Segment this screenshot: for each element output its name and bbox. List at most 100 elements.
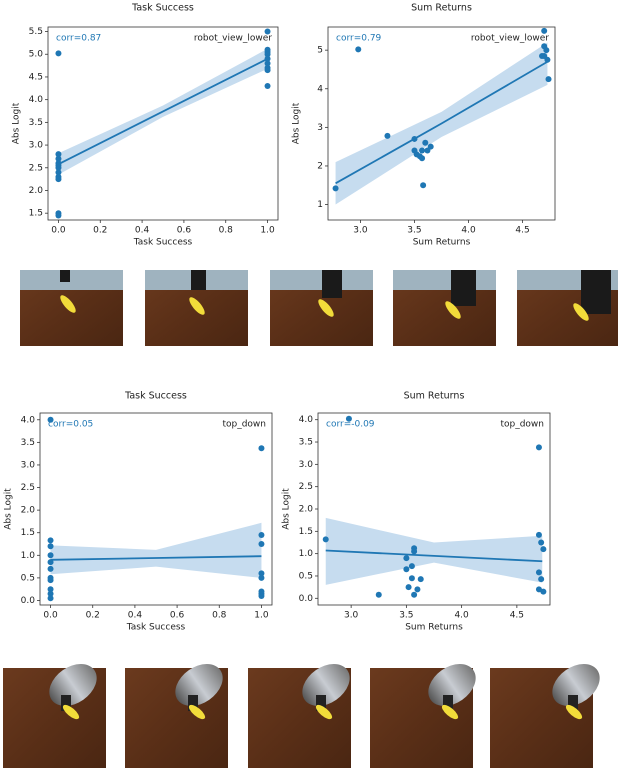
y-tick-label: 2 [317, 161, 323, 171]
background [20, 270, 123, 290]
y-tick-label: 4 [317, 84, 323, 94]
frame-image [3, 655, 106, 768]
y-tick-label: 2.0 [21, 506, 36, 516]
data-point [544, 57, 550, 63]
frame-image [370, 655, 484, 768]
x-tick-label: 0.8 [219, 226, 234, 236]
data-point [540, 589, 546, 595]
y-tick-label: 0.5 [299, 571, 313, 581]
x-axis-label: Sum Returns [413, 238, 471, 248]
data-point [48, 595, 54, 601]
data-point [538, 576, 544, 582]
data-point [409, 563, 415, 569]
data-point [419, 148, 425, 154]
data-point [403, 555, 409, 561]
y-tick-label: 4.0 [29, 95, 44, 105]
view-label: top_down [222, 420, 266, 430]
data-point [333, 185, 339, 191]
confidence-band [51, 523, 262, 578]
view-label: robot_view_lower [194, 34, 272, 44]
y-axis-label: Abs Logit [4, 488, 14, 530]
x-tick-label: 3.0 [344, 611, 359, 621]
y-tick-label: 4.5 [29, 72, 43, 82]
y-tick-label: 0.0 [21, 596, 36, 606]
y-tick-label: 2.0 [299, 505, 314, 515]
y-tick-label: 3 [317, 123, 323, 133]
data-point [406, 584, 412, 590]
frame-image [270, 270, 373, 346]
corr-annotation: corr=0.87 [56, 34, 101, 44]
x-tick-label: 3.5 [399, 611, 413, 621]
data-point [411, 136, 417, 142]
y-tick-label: 4.0 [299, 415, 314, 425]
y-axis-label: Abs Logit [282, 488, 292, 530]
data-point [428, 144, 434, 150]
axes-frame [40, 413, 272, 605]
x-tick-label: 0.0 [51, 226, 66, 236]
data-point [48, 566, 54, 572]
x-tick-label: 0.8 [212, 611, 227, 621]
frame-image [125, 655, 231, 768]
x-tick-label: 4.0 [461, 226, 476, 236]
data-point [258, 445, 264, 451]
data-point [258, 541, 264, 547]
data-point [419, 155, 425, 161]
x-tick-label: 0.4 [135, 226, 150, 236]
x-axis-label: Task Success [133, 238, 193, 248]
data-point [265, 67, 271, 73]
x-tick-label: 4.5 [515, 226, 529, 236]
data-point [258, 575, 264, 581]
data-point [536, 569, 542, 575]
x-axis-label: Sum Returns [405, 623, 463, 633]
x-tick-label: 0.6 [170, 611, 185, 621]
chart-title: Task Success [131, 3, 194, 14]
regression-line [336, 62, 548, 184]
x-tick-label: 0.0 [43, 611, 58, 621]
background [393, 270, 496, 290]
y-tick-label: 1.5 [299, 527, 313, 537]
data-point [265, 83, 271, 89]
y-tick-label: 4.0 [21, 415, 36, 425]
data-point [411, 548, 417, 554]
y-tick-label: 1.5 [21, 528, 35, 538]
frame-image [490, 655, 608, 768]
data-point [536, 444, 542, 450]
y-tick-label: 5 [317, 46, 323, 56]
x-tick-label: 3.0 [353, 226, 368, 236]
y-tick-label: 3.0 [29, 141, 44, 151]
y-tick-label: 2.5 [21, 483, 35, 493]
y-tick-label: 1.0 [299, 549, 314, 559]
chart-title: Sum Returns [411, 3, 472, 14]
y-tick-label: 1.5 [29, 209, 43, 219]
chart-title: Task Success [124, 391, 187, 402]
y-tick-label: 3.5 [29, 118, 43, 128]
x-tick-label: 0.4 [128, 611, 143, 621]
data-point [48, 577, 54, 583]
data-point [543, 47, 549, 53]
y-tick-label: 3.5 [299, 438, 313, 448]
y-tick-label: 1 [317, 200, 323, 210]
x-tick-label: 3.5 [407, 226, 421, 236]
x-tick-label: 0.2 [86, 611, 100, 621]
x-tick-label: 0.6 [177, 226, 192, 236]
frame-image [393, 270, 496, 346]
gripper [451, 270, 476, 306]
background [270, 270, 373, 290]
frame-image [20, 270, 123, 346]
data-point [48, 537, 54, 543]
data-point [55, 50, 61, 56]
x-tick-label: 1.0 [260, 226, 275, 236]
data-point [540, 546, 546, 552]
data-point [258, 593, 264, 599]
data-point [422, 140, 428, 146]
y-tick-label: 2.5 [299, 482, 313, 492]
data-point [355, 46, 361, 52]
data-point [48, 543, 54, 549]
frame-image [517, 270, 618, 346]
data-point [418, 576, 424, 582]
figure: Task Success 0.0 0.2 0.4 0.6 0.8 1.0 1.5 2.0 2.5 3… [0, 0, 618, 772]
data-point [411, 592, 417, 598]
data-point [55, 176, 61, 182]
frame-image [248, 655, 358, 768]
data-point [420, 182, 426, 188]
